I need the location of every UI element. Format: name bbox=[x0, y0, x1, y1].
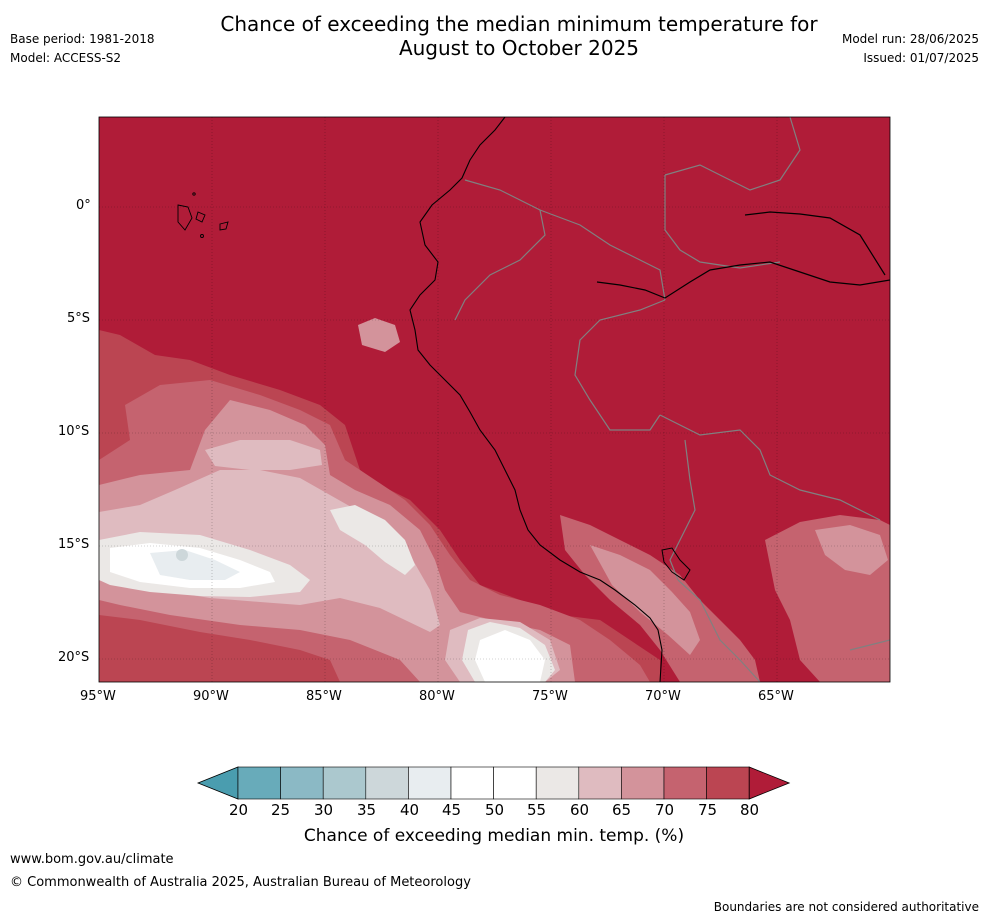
contour-70-coastal bbox=[358, 318, 400, 352]
boundaries-disclaimer: Boundaries are not considered authoritat… bbox=[713, 900, 979, 914]
amazon-river bbox=[596, 261, 890, 299]
colorbar-cell bbox=[450, 766, 494, 800]
cb-label-75: 75 bbox=[698, 801, 718, 819]
contour-60-north bbox=[205, 440, 322, 470]
colorbar bbox=[196, 766, 791, 800]
map-title-line2: August to October 2025 bbox=[398, 36, 640, 60]
contour-55-east bbox=[330, 505, 415, 575]
colorbar-cell bbox=[322, 766, 367, 800]
map-title: Chance of exceeding the median minimum t… bbox=[0, 12, 988, 60]
coastline bbox=[409, 117, 663, 682]
country-boundaries bbox=[454, 117, 890, 682]
colorbar-cell bbox=[365, 766, 409, 800]
contour-45 bbox=[150, 550, 240, 580]
lon-tick-85w: 85°W bbox=[306, 689, 342, 704]
cb-label-30: 30 bbox=[314, 801, 334, 819]
graticule bbox=[99, 117, 890, 682]
website-link[interactable]: www.bom.gov.au/climate bbox=[10, 852, 174, 867]
cb-label-40: 40 bbox=[400, 801, 420, 819]
lat-tick-0: 0° bbox=[76, 198, 91, 213]
map-title-line1: Chance of exceeding the median minimum t… bbox=[220, 12, 818, 36]
lat-tick-20s: 20°S bbox=[58, 650, 90, 665]
colorbar-arrow-low bbox=[196, 766, 239, 800]
lon-tick-90w: 90°W bbox=[193, 689, 229, 704]
cb-label-65: 65 bbox=[612, 801, 632, 819]
colorbar-cell bbox=[621, 766, 665, 800]
contour-50-south bbox=[475, 630, 545, 682]
cb-label-80: 80 bbox=[740, 801, 760, 819]
colorbar-cell bbox=[408, 766, 452, 800]
colorbar-arrow-high bbox=[748, 766, 791, 800]
issued-date: Issued: 01/07/2025 bbox=[863, 51, 979, 65]
galapagos-islands bbox=[177, 192, 229, 238]
map-frame bbox=[98, 116, 891, 683]
colorbar-cell bbox=[706, 766, 750, 800]
colorbar-cell bbox=[535, 766, 580, 800]
colorbar-labels: 20 25 30 35 40 45 50 55 60 65 70 75 80 bbox=[0, 801, 988, 821]
lon-tick-80w: 80°W bbox=[419, 689, 455, 704]
copyright-notice: © Commonwealth of Australia 2025, Austra… bbox=[10, 875, 471, 890]
model-run: Model run: 28/06/2025 bbox=[841, 32, 979, 46]
lat-tick-5s: 5°S bbox=[67, 311, 91, 326]
base-period: Base period: 1981-2018 bbox=[10, 32, 155, 46]
river-north bbox=[744, 211, 886, 276]
cb-label-70: 70 bbox=[655, 801, 675, 819]
lon-tick-65w: 65°W bbox=[758, 689, 794, 704]
lon-tick-75w: 75°W bbox=[532, 689, 568, 704]
colorbar-title: Chance of exceeding median min. temp. (%… bbox=[303, 826, 685, 846]
cb-label-25: 25 bbox=[271, 801, 291, 819]
colorbar-cell bbox=[663, 766, 707, 800]
cb-label-50: 50 bbox=[485, 801, 505, 819]
colorbar-cell bbox=[280, 766, 324, 800]
lake-titicaca bbox=[661, 547, 691, 581]
cb-label-45: 45 bbox=[442, 801, 462, 819]
lon-tick-70w: 70°W bbox=[645, 689, 681, 704]
colorbar-cell bbox=[237, 766, 281, 800]
lat-tick-10s: 10°S bbox=[58, 424, 90, 439]
colorbar-cell bbox=[493, 766, 537, 800]
lat-tick-15s: 15°S bbox=[58, 537, 90, 552]
contour-65-bolivia bbox=[590, 545, 700, 655]
cb-label-35: 35 bbox=[357, 801, 377, 819]
cb-label-20: 20 bbox=[229, 801, 249, 819]
colorbar-cell bbox=[578, 766, 622, 800]
cb-label-55: 55 bbox=[527, 801, 547, 819]
map-area bbox=[99, 117, 890, 682]
lon-tick-95w: 95°W bbox=[80, 689, 116, 704]
cb-label-60: 60 bbox=[570, 801, 590, 819]
contour-40-spot bbox=[176, 549, 188, 561]
contour-65-east bbox=[815, 525, 888, 575]
model-name: Model: ACCESS-S2 bbox=[10, 51, 122, 65]
